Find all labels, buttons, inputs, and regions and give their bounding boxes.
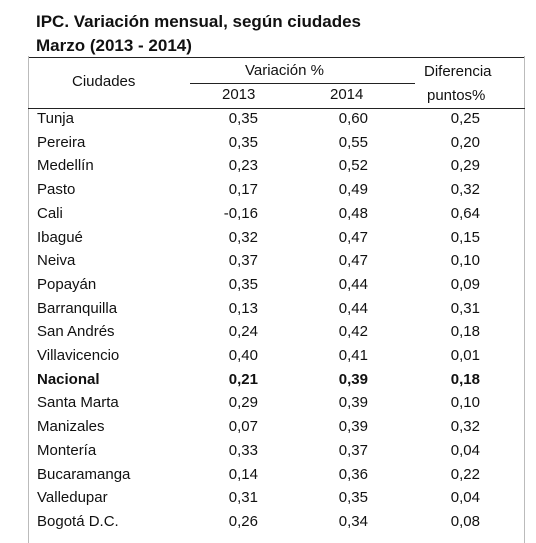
value-cell: 0,18 [450,370,480,388]
value-cell: 0,47 [338,252,368,270]
value-cell: -0,16 [223,204,258,222]
city: Santa Marta [37,394,119,412]
value-cell: 0,39 [338,370,368,388]
value-cell: 0,29 [450,157,480,175]
value-cell: 0,29 [228,394,258,412]
city: Medellín [37,157,94,175]
value-cell: 0,37 [228,252,258,270]
column-header: Diferencia [424,63,492,80]
value-cell: 0,34 [338,512,368,530]
value-cell: 0,24 [228,323,258,341]
value-cell: 0,37 [338,441,368,459]
value-cell: 0,35 [228,275,258,293]
rule [190,83,415,84]
title: IPC. Variación mensual, según ciudades [36,12,362,31]
value-cell: 0,31 [450,299,480,317]
value-cell: 0,21 [228,370,258,388]
city: Bogotá D.C. [37,512,119,530]
rule [28,57,525,58]
value-cell: 0,32 [228,228,258,246]
value-cell: 0,14 [228,465,258,483]
city: Villavicencio [37,347,120,364]
city: Nacional [37,370,100,388]
city: Manizales [37,418,105,436]
value-cell: 0,35 [228,110,258,127]
column-header: Ciudades [72,73,136,90]
subtitle: Marzo (2013 - 2014) [36,36,192,55]
value-cell: 0,04 [450,489,480,507]
value-cell: 0,32 [450,181,480,199]
value-cell: 0,01 [450,347,480,364]
value-cell: 0,60 [338,110,368,127]
city: Tunja [37,110,74,127]
value-cell: 0,35 [338,489,368,507]
value-cell: 0,42 [338,323,368,341]
border [28,56,29,543]
value-cell: 0,26 [228,512,258,530]
value-cell: 0,25 [450,110,480,127]
city: Barranquilla [37,299,118,317]
city: Pasto [37,181,76,199]
value-cell: 0,64 [450,204,480,222]
value-cell: 0,39 [338,418,368,436]
value-cell: 0,35 [228,133,258,151]
value-cell: 0,22 [450,465,480,483]
value-cell: 0,18 [450,323,480,341]
city: Bucaramanga [37,465,131,483]
value-cell: 0,55 [338,133,368,151]
city: Cali [37,204,63,222]
city: Popayán [37,275,97,293]
value-cell: 0,44 [338,275,368,293]
column-header: Variación % [245,62,324,79]
column-header: 2013 [222,86,256,103]
value-cell: 0,44 [338,299,368,317]
value-cell: 0,31 [228,489,258,507]
column-header: 2014 [330,86,364,103]
value-cell: 0,32 [450,418,480,436]
value-cell: 0,13 [228,299,258,317]
value-cell: 0,41 [338,347,368,364]
city: Ibagué [37,228,83,246]
city: Pereira [37,133,86,151]
city: Montería [37,441,97,459]
city: Neiva [37,252,76,270]
value-cell: 0,36 [338,465,368,483]
value-cell: 0,47 [338,228,368,246]
value-cell: 0,10 [450,252,480,270]
value-cell: 0,10 [450,394,480,412]
value-cell: 0,07 [228,418,258,436]
value-cell: 0,39 [338,394,368,412]
value-cell: 0,15 [450,228,480,246]
column-header: puntos% [427,87,486,104]
value-cell: 0,33 [228,441,258,459]
value-cell: 0,52 [338,157,368,175]
city: Valledupar [37,489,108,507]
value-cell: 0,04 [450,441,480,459]
border [524,56,525,543]
city: San Andrés [37,323,115,341]
value-cell: 0,20 [450,133,480,151]
value-cell: 0,08 [450,512,480,530]
value-cell: 0,17 [228,181,258,199]
rule [28,108,525,109]
value-cell: 0,49 [338,181,368,199]
value-cell: 0,48 [338,204,368,222]
value-cell: 0,09 [450,275,480,293]
value-cell: 0,40 [228,347,258,364]
value-cell: 0,23 [228,157,258,175]
